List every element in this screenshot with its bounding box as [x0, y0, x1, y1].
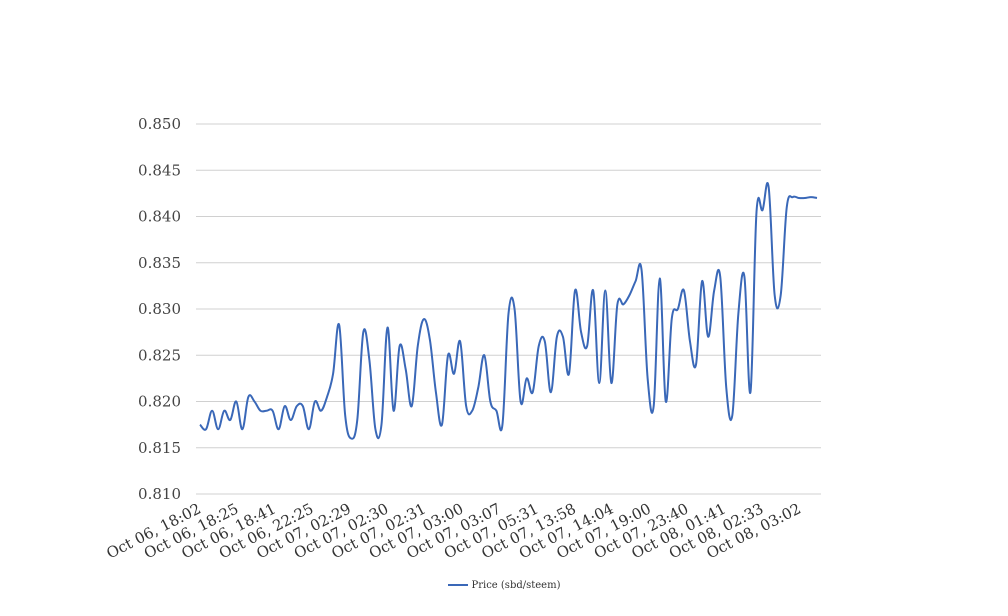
legend-swatch: [447, 583, 468, 586]
y-tick-label: 0.825: [138, 346, 181, 364]
y-tick-label: 0.820: [138, 393, 181, 411]
y-tick-label: 0.845: [138, 161, 181, 179]
y-tick-label: 0.810: [138, 485, 181, 503]
y-tick-label: 0.835: [138, 254, 181, 272]
y-tick-label: 0.830: [138, 300, 181, 318]
y-tick-label: 0.815: [138, 439, 181, 457]
series-line: [199, 182, 818, 440]
chart-svg: 0.810 0.815 0.820 0.825 0.830 0.835 0.840 0.845…: [104, 115, 821, 562]
y-tick-label: 0.850: [138, 115, 181, 133]
y-tick-label: 0.840: [138, 208, 181, 226]
legend: Price (sbd/steem): [0, 580, 1008, 591]
legend-label: Price (sbd/steem): [471, 580, 561, 591]
